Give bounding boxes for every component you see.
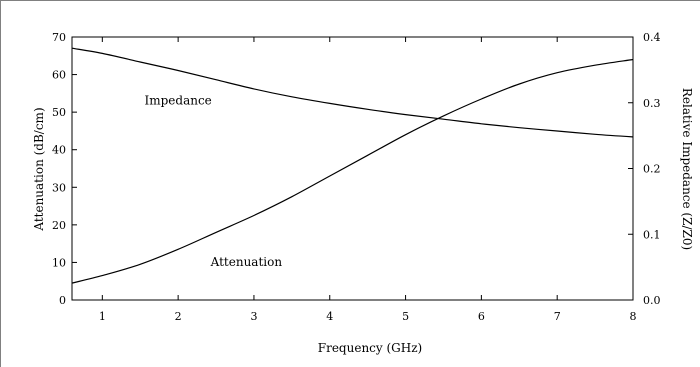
annotation-attenuation: Attenuation xyxy=(210,255,283,269)
annotation-impedance: Impedance xyxy=(144,94,211,108)
left-y-tick-label: 10 xyxy=(52,256,66,269)
x-tick-label: 4 xyxy=(326,310,333,323)
right-y-tick-label: 0.4 xyxy=(643,31,661,44)
series-line-attenuation xyxy=(71,58,634,284)
x-tick-label: 7 xyxy=(554,310,561,323)
series-layer xyxy=(71,47,634,284)
right-y-tick-label: 0.1 xyxy=(643,228,661,241)
axes-layer xyxy=(71,36,634,301)
left-y-tick-label: 70 xyxy=(52,31,66,44)
x-tick-label: 6 xyxy=(478,310,485,323)
plot-area-border xyxy=(71,36,634,301)
series-line-impedance xyxy=(71,47,634,138)
x-tick-label: 2 xyxy=(175,310,182,323)
right-y-tick-label: 0.0 xyxy=(643,294,661,307)
left-y-tick-label: 60 xyxy=(52,69,66,82)
left-y-tick-label: 50 xyxy=(52,106,66,119)
left-y-tick-label: 0 xyxy=(59,294,66,307)
right-y-tick-label: 0.2 xyxy=(643,163,661,176)
label-layer: 1 2 3 4 5 6 7 8 0 10 20 30 40 50 60 70 0.0 0.1 0.2 0.3 0.4 Im… xyxy=(52,31,661,323)
x-tick-label: 1 xyxy=(99,310,106,323)
left-y-axis-title: Attenuation (dB/cm) xyxy=(32,107,46,231)
left-y-tick-label: 40 xyxy=(52,144,66,157)
left-y-tick-label: 30 xyxy=(52,181,66,194)
x-tick-label: 3 xyxy=(250,310,257,323)
right-y-axis-title: Relative Impedance (Z/Z0) xyxy=(680,88,694,250)
left-y-tick-label: 20 xyxy=(52,219,66,232)
x-tick-label: 5 xyxy=(402,310,409,323)
right-y-tick-label: 0.3 xyxy=(643,97,661,110)
x-tick-label: 8 xyxy=(630,310,637,323)
x-axis-title: Frequency (GHz) xyxy=(318,341,422,355)
